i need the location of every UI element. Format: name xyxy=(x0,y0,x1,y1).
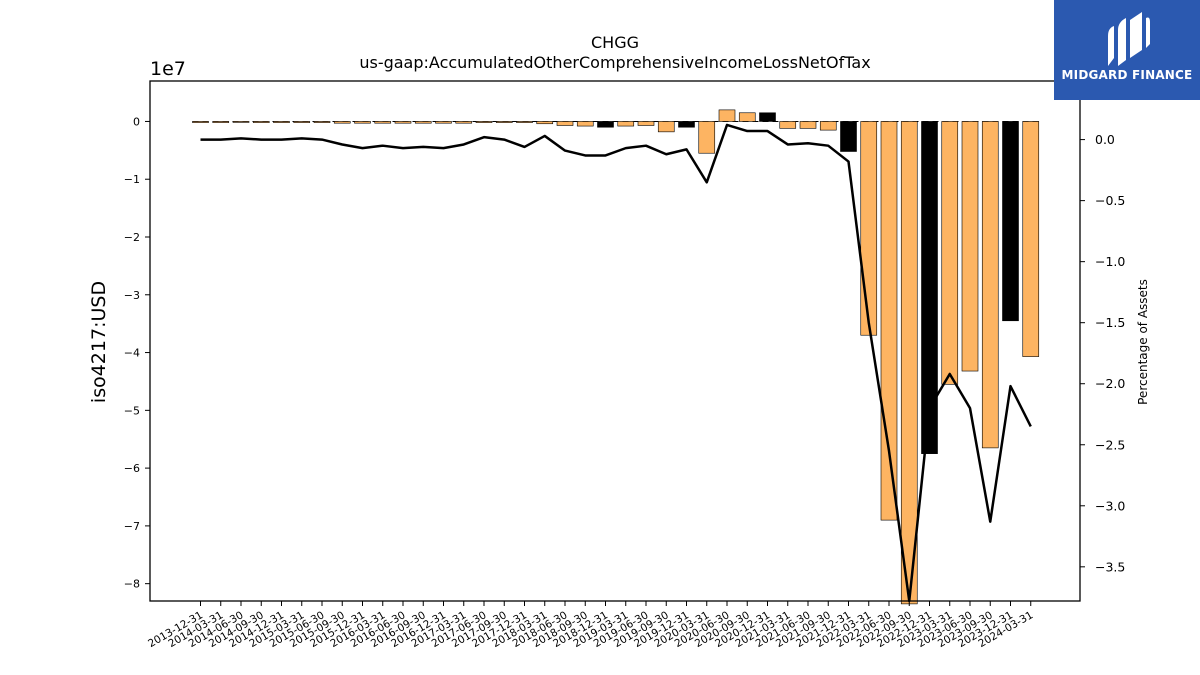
bar xyxy=(921,121,938,454)
bar xyxy=(475,121,493,123)
bar xyxy=(779,121,797,129)
y-tick-label: −7 xyxy=(124,520,140,533)
bar xyxy=(840,121,857,152)
bar xyxy=(617,121,635,127)
bar xyxy=(455,121,473,124)
bar xyxy=(1002,121,1019,322)
y2-tick-label: −3.0 xyxy=(1095,498,1125,513)
bar xyxy=(394,121,412,124)
bar xyxy=(192,121,209,123)
bar xyxy=(900,121,918,605)
bar xyxy=(333,121,351,124)
brand-name: MIDGARD FINANCE xyxy=(1061,68,1193,82)
bar xyxy=(1022,121,1040,357)
y2-tick-label: −1.0 xyxy=(1095,254,1125,269)
y-tick-label: −6 xyxy=(124,462,140,475)
y-tick-label: −4 xyxy=(124,347,140,360)
y2-tick-label: −1.5 xyxy=(1095,315,1125,330)
bar xyxy=(212,121,230,123)
y-tick-label: −2 xyxy=(124,231,140,244)
chart-title: CHGG xyxy=(591,33,639,52)
bar xyxy=(374,121,392,124)
midgard-logo-icon xyxy=(1108,12,1150,66)
bar xyxy=(293,121,311,123)
y2-tick-label: −2.0 xyxy=(1095,376,1125,391)
plot-frame xyxy=(149,80,1081,602)
y-tick-label: 0 xyxy=(133,115,140,128)
y2-axis-label: Percentage of Assets xyxy=(1136,279,1150,405)
percentage-line xyxy=(200,123,1032,603)
y-tick-label: −1 xyxy=(124,173,140,186)
bar xyxy=(981,121,999,449)
brand-logo: MIDGARD FINANCE xyxy=(1054,0,1200,100)
bar xyxy=(597,121,614,128)
bar xyxy=(718,109,736,122)
bar xyxy=(819,121,837,131)
y2-tick-label: −2.5 xyxy=(1095,437,1125,452)
bar xyxy=(637,121,655,126)
bar xyxy=(799,121,817,129)
bar xyxy=(961,121,979,372)
bar xyxy=(941,121,959,385)
bar xyxy=(556,121,574,126)
y-tick-label: −8 xyxy=(124,578,140,591)
bar xyxy=(536,121,554,125)
bar xyxy=(657,121,675,133)
bar xyxy=(860,121,878,336)
bar xyxy=(495,121,513,123)
y-axis-label: iso4217:USD xyxy=(88,281,110,403)
bar xyxy=(698,121,716,154)
bar xyxy=(435,121,452,124)
bar xyxy=(273,121,290,123)
y-axis-multiplier: 1e7 xyxy=(150,58,186,80)
bar xyxy=(678,121,695,128)
bar xyxy=(252,121,270,123)
bar xyxy=(313,121,331,123)
bar xyxy=(576,121,594,127)
y-tick-label: −5 xyxy=(124,404,140,417)
bar xyxy=(516,121,533,123)
y2-tick-label: −0.5 xyxy=(1095,193,1125,208)
bar xyxy=(738,112,756,122)
bar xyxy=(880,121,898,521)
bar xyxy=(354,121,371,124)
bar xyxy=(232,121,250,123)
bar xyxy=(759,112,776,122)
y-tick-label: −3 xyxy=(124,289,140,302)
y2-tick-label: 0.0 xyxy=(1095,132,1115,147)
bar xyxy=(414,121,432,124)
chart-subtitle: us-gaap:AccumulatedOtherComprehensiveInc… xyxy=(359,53,870,72)
y2-tick-label: −3.5 xyxy=(1095,559,1125,574)
